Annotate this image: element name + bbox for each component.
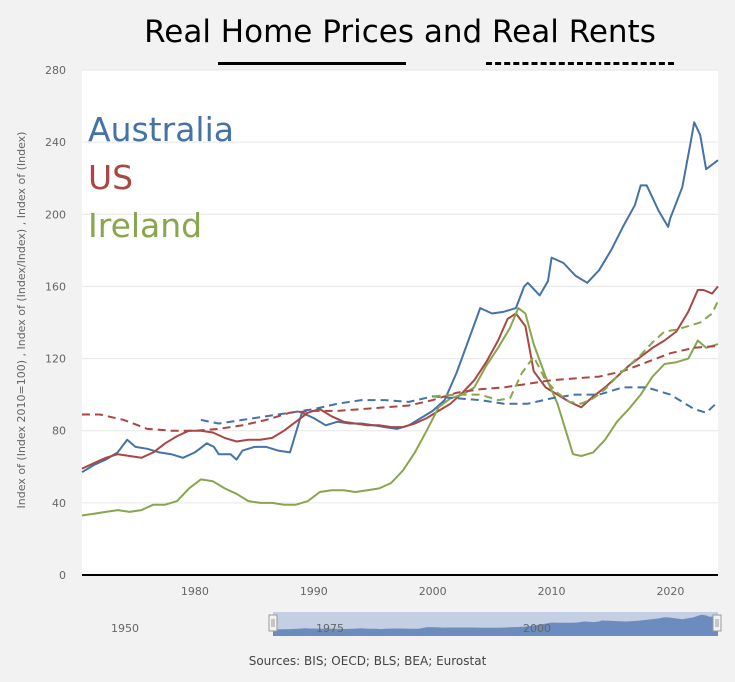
x-tick-label: 2000 <box>419 585 447 598</box>
navigator-left-handle[interactable] <box>268 614 278 632</box>
y-tick-label: 120 <box>45 353 66 366</box>
legend-dashed-line-rents <box>486 62 674 65</box>
country-label-us: US <box>88 158 133 197</box>
series-lines <box>81 121 719 517</box>
navigator-tick-label: 1975 <box>316 622 344 635</box>
navigator-tick-label: 1950 <box>111 622 139 635</box>
y-tick-label: 40 <box>52 497 66 510</box>
x-tick-label: 2020 <box>656 585 684 598</box>
series-line-ireland-home-prices <box>81 307 719 517</box>
navigator-right-handle[interactable] <box>712 614 722 632</box>
y-tick-label: 80 <box>52 425 66 438</box>
x-tick-labels: 1980 1990 2000 2010 2020 <box>181 585 685 598</box>
y-tick-label: 200 <box>45 208 66 221</box>
country-label-australia: Australia <box>88 110 234 149</box>
navigator-tick-label: 2000 <box>523 622 551 635</box>
legend-solid-line-home-prices <box>218 62 406 65</box>
navigator-mini-series <box>273 614 718 636</box>
y-tick-label: 240 <box>45 136 66 149</box>
chart-title: Real Home Prices and Real Rents <box>144 14 656 50</box>
source-note: Sources: BIS; OECD; BLS; BEA; Eurostat <box>248 654 487 668</box>
x-tick-label: 2010 <box>538 585 566 598</box>
series-line-australia-rents <box>200 386 719 425</box>
series-line-us-rents <box>82 344 719 432</box>
country-label-ireland: Ireland <box>88 206 202 245</box>
series-line-australia-home-prices <box>81 121 719 474</box>
y-tick-label: 280 <box>45 64 66 77</box>
range-navigator[interactable]: 1950 1975 2000 <box>82 612 722 636</box>
x-tick-label: 1980 <box>181 585 209 598</box>
y-tick-label: 160 <box>45 280 66 293</box>
series-line-ireland-rents <box>432 300 719 405</box>
y-axis-label: Index of (Index 2010=100) , Index of (In… <box>15 132 28 509</box>
navigator-tick-labels: 1950 1975 2000 <box>111 622 551 635</box>
y-tick-label: 0 <box>59 569 66 582</box>
country-labels: Australia US Ireland <box>88 110 234 245</box>
y-tick-labels: 0 40 80 120 160 200 240 280 <box>45 64 66 582</box>
x-tick-label: 1990 <box>300 585 328 598</box>
